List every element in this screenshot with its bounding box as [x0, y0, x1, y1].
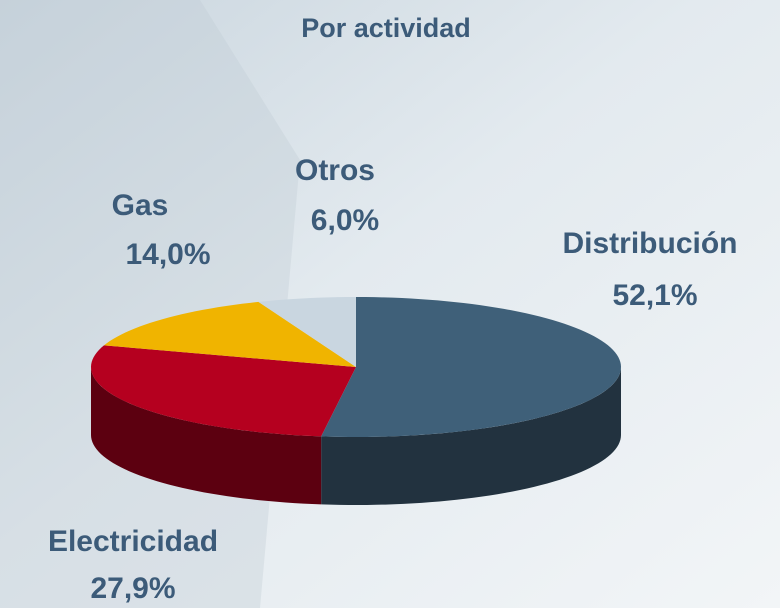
- slice-label: Distribución: [562, 227, 737, 260]
- value-label: 52,1%: [612, 279, 697, 312]
- slice: [321, 297, 621, 437]
- slice-label: Electricidad: [48, 525, 218, 558]
- labels: Distribución 52,1% Electricidad 27,9% Gas 14,…: [48, 154, 738, 605]
- value-label: 14,0%: [125, 238, 210, 271]
- slice: [103, 301, 356, 367]
- chart-title: Por actividad: [301, 13, 471, 43]
- value-label: 27,9%: [90, 572, 175, 605]
- pie: [91, 297, 621, 505]
- value-label: 6,0%: [311, 204, 379, 237]
- slice: [91, 345, 357, 437]
- slice-label: Otros: [295, 154, 375, 187]
- slice: [258, 297, 356, 367]
- slice-label: Gas: [112, 189, 169, 222]
- slice-side: [91, 367, 322, 505]
- slice-side: [321, 367, 621, 505]
